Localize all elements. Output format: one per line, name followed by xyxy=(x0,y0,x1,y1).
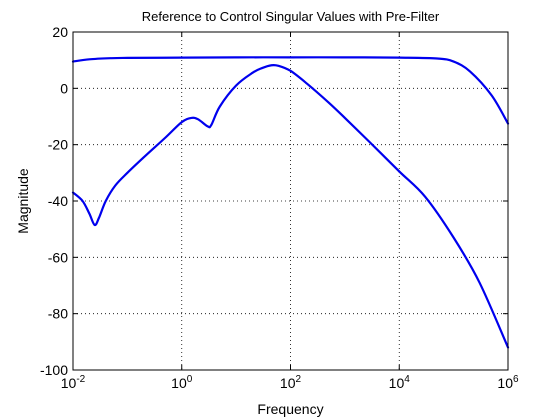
y-tick-label: -80 xyxy=(48,306,68,322)
y-tick-label: -60 xyxy=(48,249,68,265)
y-axis-label: Magnitude xyxy=(15,168,31,234)
tick-marks xyxy=(72,31,509,371)
singular-value-line-1 xyxy=(71,56,510,125)
x-tick-label: 100 xyxy=(171,374,193,391)
y-tick-label: 20 xyxy=(52,24,68,40)
x-axis-label: Frequency xyxy=(257,401,323,417)
grid-lines xyxy=(73,32,508,370)
y-tick-label: -100 xyxy=(40,362,68,378)
singular-value-line-2 xyxy=(71,63,510,349)
series-lines xyxy=(71,56,510,349)
x-tick-label: 106 xyxy=(497,374,519,391)
x-tick-label: 10-2 xyxy=(61,374,86,391)
y-tick-label: -20 xyxy=(48,137,68,153)
x-tick-label: 104 xyxy=(389,374,411,391)
y-tick-label: -40 xyxy=(48,193,68,209)
tick-labels: 10-2 100 102 104 106 20 0 -20 -40 -60 -80 -100 xyxy=(40,24,519,391)
x-tick-label: 102 xyxy=(280,374,302,391)
chart-title: Reference to Control Singular Values wit… xyxy=(142,9,440,24)
y-tick-label: 0 xyxy=(60,80,68,96)
